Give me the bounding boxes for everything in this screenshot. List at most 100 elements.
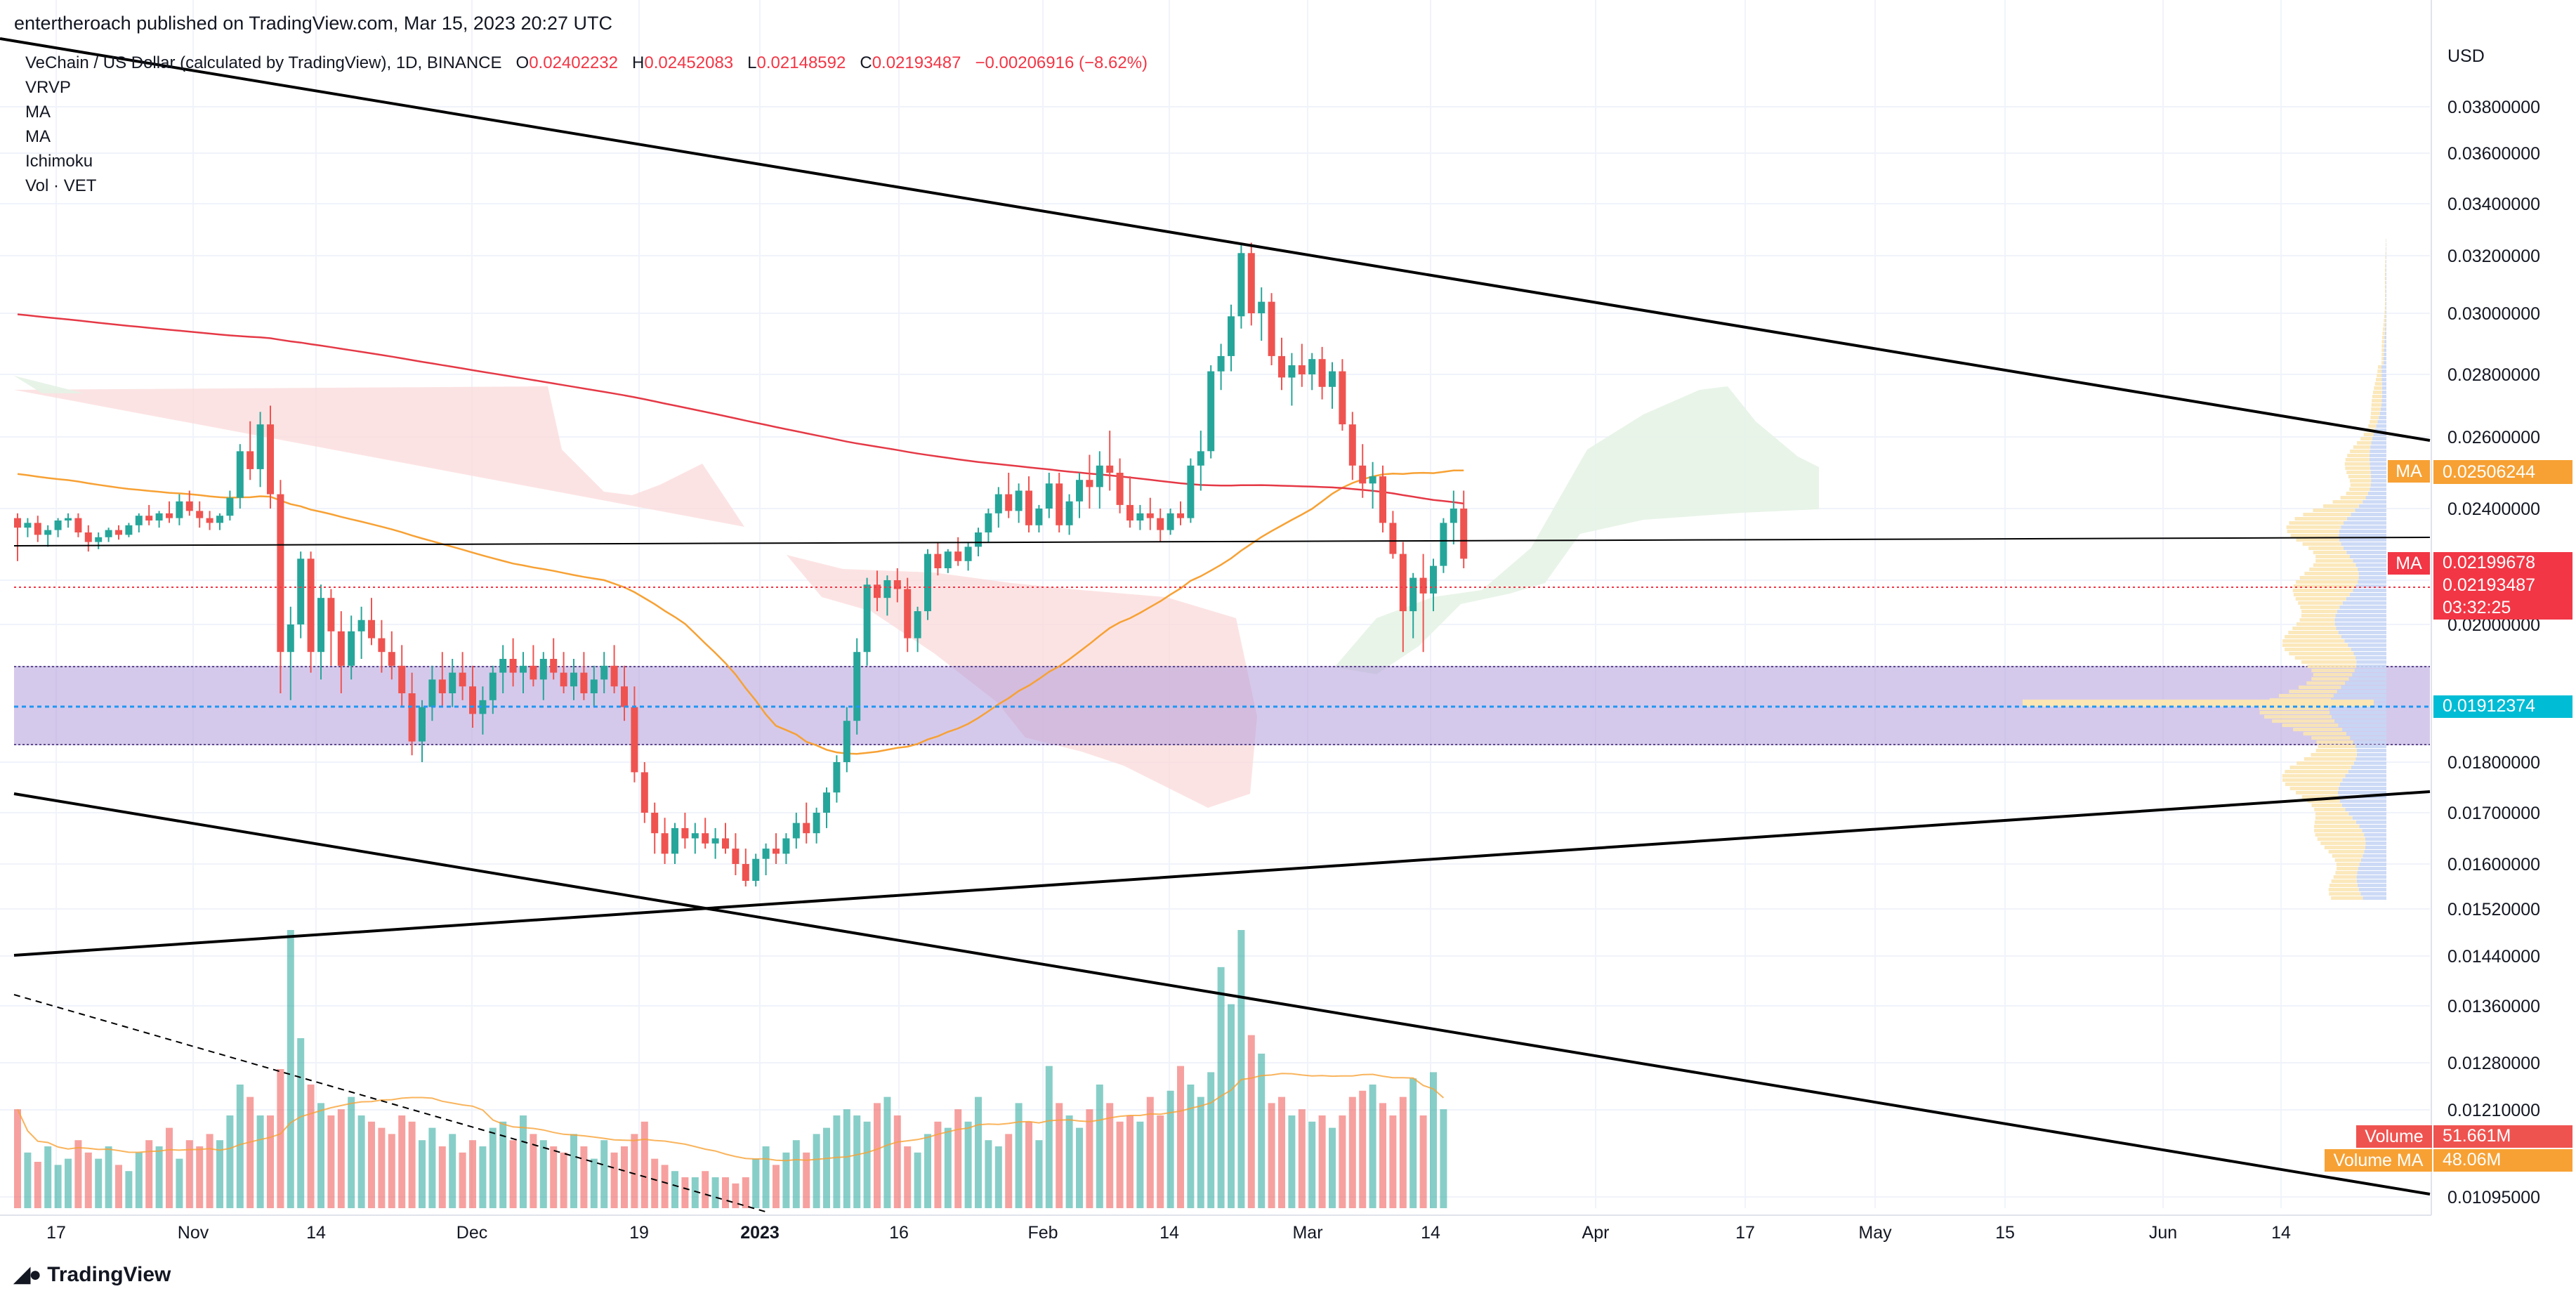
volume-bar: [591, 1159, 598, 1208]
countdown-value: 03:32:25: [2443, 598, 2511, 617]
volume-bar: [1136, 1122, 1143, 1208]
candle-body: [550, 659, 557, 673]
time-tick-label: 14: [306, 1223, 326, 1243]
candle-body: [600, 666, 607, 680]
volume-profile-bar-up: [2351, 513, 2386, 516]
time-tick-label: Dec: [456, 1223, 487, 1243]
volume-profile-bar-up: [2355, 563, 2386, 567]
volume-profile-bar-down: [2337, 863, 2360, 866]
high-label: H: [632, 53, 644, 72]
volume-profile-bar-up: [2360, 863, 2386, 866]
volume-profile-bar-up: [2385, 323, 2386, 327]
volume-bar: [570, 1134, 577, 1208]
volume-profile-bar-down: [2311, 669, 2354, 672]
last-price-value: 0.02193487: [2443, 575, 2535, 595]
volume-profile-bar-down: [2318, 745, 2355, 748]
volume-profile-bar-down: [2374, 386, 2382, 390]
volume-profile-bar-up: [2371, 441, 2386, 445]
tradingview-logo[interactable]: ◢● TradingView: [14, 1262, 171, 1287]
price-tick-label: 0.03200000: [2447, 247, 2540, 266]
symbol-title[interactable]: VeChain / US Dollar (calculated by Tradi…: [25, 53, 502, 72]
volume-profile-bar-down: [2381, 361, 2384, 365]
candle-body: [317, 598, 324, 652]
volume-bar: [1430, 1072, 1437, 1208]
volume-profile-bar-down: [2377, 369, 2381, 373]
volume-bar: [651, 1159, 658, 1208]
volume-bar: [1066, 1115, 1073, 1208]
volume-bar: [125, 1171, 132, 1208]
indicator-ma-1[interactable]: MA: [25, 100, 1148, 124]
volume-profile-bar-up: [2347, 517, 2386, 520]
volume-bar: [1379, 1103, 1386, 1208]
volume-profile-bar-down: [2282, 778, 2342, 782]
candle-body: [44, 530, 51, 535]
volume-profile-bar-down: [2282, 643, 2348, 647]
candle-body: [641, 772, 648, 813]
candle-body: [995, 495, 1002, 513]
volume-bar: [954, 1109, 961, 1208]
volume-bar: [945, 1128, 952, 1208]
candle-body: [782, 839, 789, 854]
candle-body: [540, 659, 547, 679]
candle-body: [853, 652, 860, 721]
volume-bar: [1440, 1109, 1447, 1208]
volume-bar: [1056, 1103, 1063, 1208]
volume-profile-bar-up: [2356, 660, 2386, 664]
volume-bar: [975, 1097, 982, 1208]
volume-profile-bar-down: [2296, 597, 2346, 601]
volume-profile-bar-down: [2383, 327, 2385, 331]
volume-profile-bar-down: [2287, 530, 2339, 533]
publisher-line: entertheroach published on TradingView.c…: [14, 13, 612, 34]
currency-label: USD: [2447, 46, 2485, 66]
volume-bar: [1278, 1097, 1285, 1208]
candle-body: [257, 424, 264, 469]
volume-bar: [540, 1140, 547, 1208]
volume-bar: [600, 1140, 607, 1208]
candle-body: [1460, 509, 1467, 558]
volume-profile-bar-down: [2384, 310, 2386, 314]
candle-body: [1359, 466, 1366, 484]
indicator-ma-2[interactable]: MA: [25, 124, 1148, 149]
volume-profile-bar-up: [2350, 593, 2386, 596]
volume-profile-bar-up: [2356, 820, 2386, 824]
candle-body: [65, 518, 72, 520]
candle-body: [621, 686, 628, 707]
candle-body: [560, 673, 567, 687]
indicator-ichimoku[interactable]: Ichimoku: [25, 149, 1148, 173]
indicator-volume[interactable]: Vol · VET: [25, 173, 1148, 198]
volume-profile-bar-down: [2316, 740, 2353, 744]
time-tick-label: 15: [1995, 1223, 2015, 1243]
candle-body: [864, 584, 871, 652]
volume-profile-bar-up: [2348, 770, 2386, 773]
volume-bar: [1319, 1115, 1326, 1208]
volume-profile-bar-up: [2337, 610, 2386, 613]
volume-bar: [864, 1122, 871, 1208]
volume-profile-bar-up: [2346, 597, 2386, 601]
volume-profile-bar-down: [2341, 496, 2366, 499]
candle-body: [1349, 424, 1356, 466]
low-value: 0.02148592: [757, 53, 846, 72]
candle-body: [428, 679, 435, 707]
volume-profile-bar-up: [2364, 850, 2386, 853]
volume-profile-bar-down: [2334, 875, 2357, 879]
indicator-vrvp[interactable]: VRVP: [25, 75, 1148, 100]
volume-bar: [681, 1177, 688, 1208]
volume-profile-bar-down: [2350, 450, 2370, 453]
volume-profile-bar-down: [2385, 260, 2386, 263]
candle-body: [398, 666, 405, 693]
candle-body: [136, 516, 143, 525]
volume-profile-bar-down: [2260, 711, 2330, 714]
volume-profile-bar-up: [2350, 555, 2386, 558]
volume-bar: [317, 1103, 324, 1208]
volume-profile-bar-down: [2311, 677, 2348, 681]
volume-profile-bar-up: [2360, 825, 2386, 828]
candle-body: [308, 558, 315, 652]
volume-bar: [894, 1115, 901, 1208]
candle-body: [1106, 466, 1113, 473]
volume-profile-bar-down: [2335, 858, 2361, 862]
volume-profile-bar-up: [2382, 386, 2386, 390]
volume-profile-bar-up: [2384, 344, 2386, 348]
volume-profile-bar-down: [2285, 770, 2348, 773]
volume-profile-bar-down: [2329, 888, 2359, 891]
